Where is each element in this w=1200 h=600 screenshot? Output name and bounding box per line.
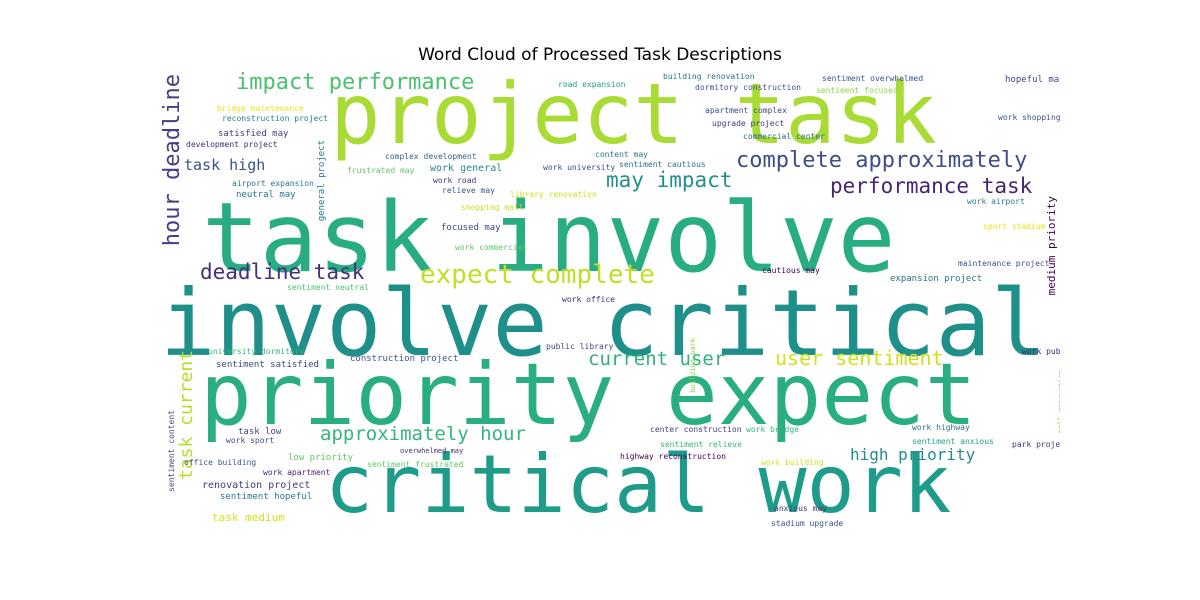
word-dormitory-construction: dormitory construction: [695, 83, 801, 92]
word-current-user: current user: [588, 348, 726, 370]
word-commercial-center: commercial center: [743, 132, 825, 141]
word-building-renovation: building renovation: [663, 72, 755, 81]
word-sentiment-cautious: sentiment cautious: [619, 160, 706, 169]
word-complete-approximately: complete approximately: [736, 148, 1028, 173]
word-work-apartment: work apartment: [263, 468, 331, 477]
word-work-building: work building: [761, 458, 824, 467]
word-renovation-project: renovation project: [202, 480, 311, 491]
word-construction-project: construction project: [350, 354, 459, 364]
word-highway-reconstruction: highway reconstruction: [620, 452, 726, 461]
word-university-dormitory: university dormitory: [208, 347, 305, 356]
word-work-sport: work sport: [226, 436, 275, 445]
word-task-high: task high: [184, 156, 266, 174]
word-sentiment-relieve: sentiment relieve: [660, 440, 742, 449]
word-low-priority: low priority: [288, 453, 354, 463]
word-hour-deadline: hour deadline: [160, 74, 185, 247]
word-medium-priority: medium priority: [1045, 196, 1058, 296]
word-building-park: building park: [689, 338, 697, 393]
word-user-sentiment: user sentiment: [775, 346, 944, 370]
word-airport-expansion: airport expansion: [232, 179, 314, 188]
word-overwhelmed-may: overwhelmed may: [400, 447, 464, 455]
word-satisfied-may: satisfied may: [218, 129, 289, 139]
word-impact-performance: impact performance: [236, 70, 475, 95]
word-sentiment-neutral: sentiment neutral: [287, 283, 369, 292]
word-public-library: public library: [546, 342, 614, 351]
word-park-project: park project: [1012, 440, 1060, 449]
word-task-involve: task involve: [202, 182, 896, 294]
word-sentiment-anxious: sentiment anxious: [912, 437, 994, 446]
word-high-priority: high priority: [850, 445, 976, 464]
chart-title: Word Cloud of Processed Task Description…: [418, 45, 782, 65]
word-project-task: project task: [330, 70, 937, 163]
word-task-low: task low: [238, 427, 282, 437]
word-center-construction: center construction: [650, 425, 742, 434]
word-reconstruction-project: reconstruction project: [222, 114, 328, 123]
word-library-renovation: library renovation: [510, 190, 597, 199]
word-critical-work: critical work: [325, 438, 952, 530]
word-focused-may: focused may: [441, 223, 501, 233]
word-road-expansion: road expansion: [558, 80, 626, 89]
word-work-highway: work highway: [912, 423, 970, 432]
word-relieve-may: relieve may: [442, 186, 495, 195]
word-frustrated-may: frustrated may: [347, 166, 415, 175]
word-sentiment-frustrated: sentiment frustrated: [367, 460, 464, 469]
word-office-building: office building: [184, 458, 257, 467]
word-work-shopping: work shopping: [998, 113, 1060, 122]
word-work-airport: work airport: [967, 197, 1025, 206]
word-performance-task: performance task: [830, 174, 1033, 198]
word-cloud: task involve involve critical priority exp…: [160, 70, 1060, 530]
word-may-impact: may impact: [606, 168, 733, 192]
word-shopping-mall: shopping mall: [461, 203, 524, 212]
word-work-general: work general: [430, 163, 503, 174]
word-apartment-complex: apartment complex: [705, 106, 787, 115]
word-sentiment-content: sentiment content: [167, 410, 176, 492]
word-neutral-may: neutral may: [236, 190, 296, 200]
word-cautious-may: cautious may: [762, 266, 820, 275]
word-task-medium: task medium: [212, 511, 285, 524]
word-expect-complete: expect complete: [420, 260, 655, 290]
word-expansion-project: expansion project: [890, 274, 983, 284]
word-sport-stadium: sport stadium: [983, 222, 1046, 231]
word-work-public: work public: [1022, 347, 1060, 356]
word-sentiment-satisfied: sentiment satisfied: [216, 360, 319, 370]
word-work-office: work office: [562, 295, 615, 304]
word-work-university: work university: [543, 163, 616, 172]
word-mall-renovation: mall renovation: [1057, 370, 1060, 434]
word-complex-development: complex development: [385, 152, 477, 161]
word-priority-expect: priority expect: [200, 345, 977, 445]
word-sentiment-hopeful: sentiment hopeful: [220, 492, 313, 502]
word-work-commercial: work commercial: [455, 243, 528, 252]
word-bridge-maintenance: bridge maintenance: [217, 104, 304, 113]
word-approximately-hour: approximately hour: [320, 423, 526, 445]
word-work-road: work road: [433, 176, 477, 185]
word-deadline-task: deadline task: [200, 260, 365, 284]
word-general-project: general project: [317, 140, 327, 222]
word-involve-critical: involve critical: [160, 270, 1047, 377]
word-stadium-upgrade: stadium upgrade: [771, 519, 844, 528]
word-sentiment-overwhelmed: sentiment overwhelmed: [822, 74, 924, 83]
word-anxious-may: anxious may: [774, 504, 827, 513]
word-upgrade-project: upgrade project: [712, 119, 785, 128]
word-sentiment-focused: sentiment focused: [816, 86, 898, 95]
word-development-project: development project: [186, 140, 278, 149]
word-work-bridge: work bridge: [746, 425, 799, 434]
word-maintenance-project: maintenance project: [958, 259, 1050, 268]
word-content-may: content may: [595, 150, 648, 159]
word-hopeful-may: hopeful may: [1005, 75, 1060, 85]
